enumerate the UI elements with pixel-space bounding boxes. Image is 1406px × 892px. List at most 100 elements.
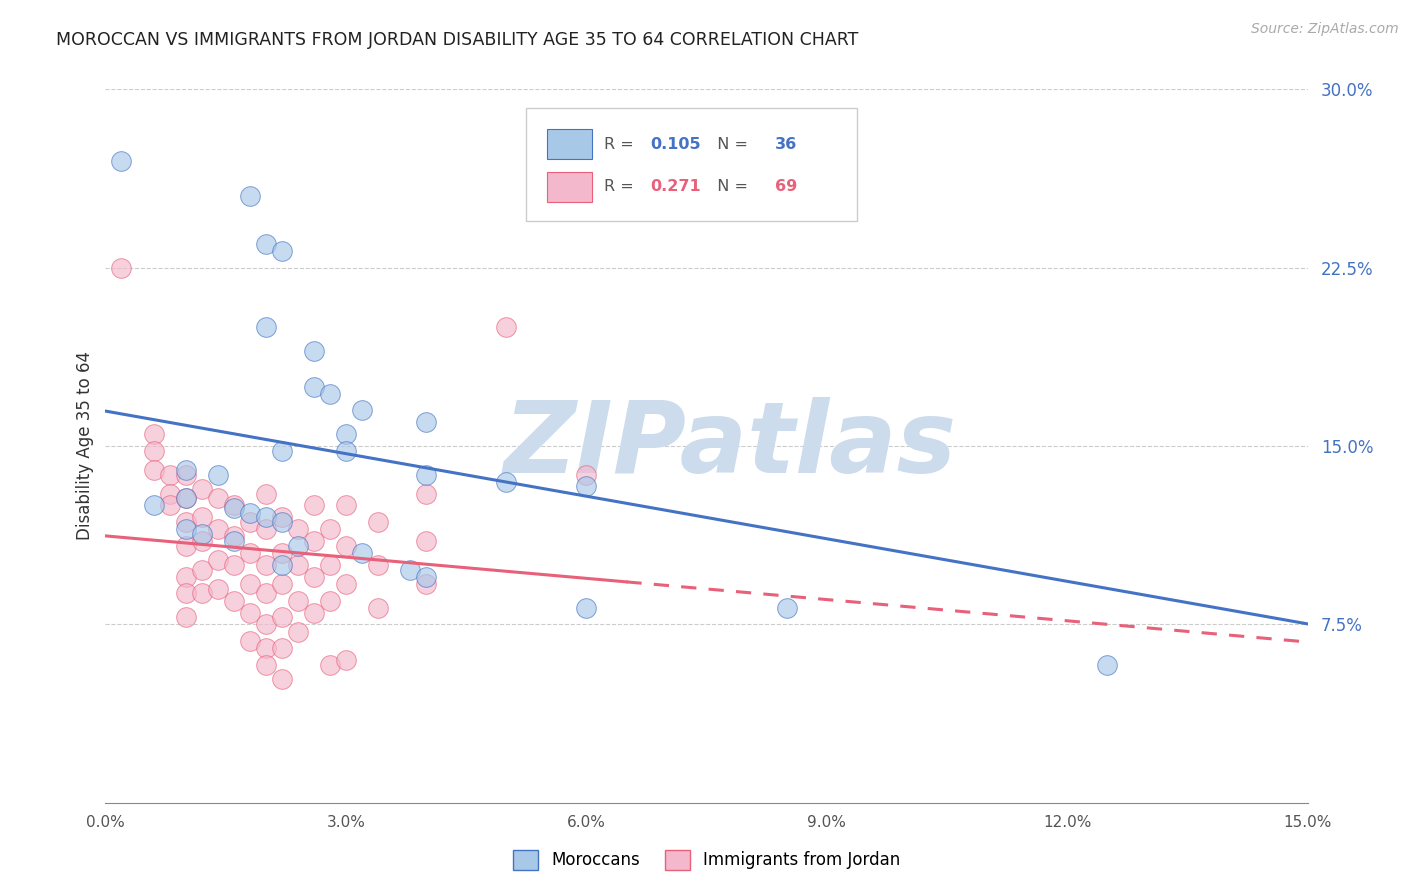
Bar: [547, 129, 592, 159]
Point: [207, 582, 229, 596]
Point: [575, 600, 598, 615]
Point: [270, 443, 292, 458]
Point: [174, 515, 197, 529]
Point: [319, 593, 342, 607]
Point: [270, 672, 292, 686]
Point: [174, 467, 197, 482]
Point: [350, 546, 373, 560]
Point: [319, 558, 342, 572]
Point: [270, 610, 292, 624]
Point: [110, 260, 132, 275]
Point: [222, 558, 245, 572]
Point: [174, 610, 197, 624]
Text: 69: 69: [775, 179, 797, 194]
Point: [575, 467, 598, 482]
Point: [207, 491, 229, 506]
Point: [222, 534, 245, 549]
Legend: Moroccans, Immigrants from Jordan: Moroccans, Immigrants from Jordan: [506, 843, 907, 877]
Point: [270, 641, 292, 656]
Point: [1097, 657, 1119, 672]
Point: [270, 546, 292, 560]
Point: [159, 467, 181, 482]
Point: [254, 236, 277, 251]
Point: [254, 320, 277, 334]
Text: 0.105: 0.105: [650, 136, 700, 152]
Point: [302, 499, 325, 513]
Point: [254, 641, 277, 656]
Bar: [547, 172, 592, 202]
Point: [319, 657, 342, 672]
Point: [287, 624, 309, 639]
Point: [287, 593, 309, 607]
Point: [142, 443, 165, 458]
Point: [174, 491, 197, 506]
Point: [222, 499, 245, 513]
Point: [142, 499, 165, 513]
Point: [239, 577, 262, 591]
Point: [302, 534, 325, 549]
Point: [287, 539, 309, 553]
Point: [110, 153, 132, 168]
Point: [254, 558, 277, 572]
Point: [239, 606, 262, 620]
FancyBboxPatch shape: [526, 109, 856, 221]
Point: [254, 522, 277, 536]
Point: [190, 482, 212, 496]
Point: [254, 657, 277, 672]
Point: [142, 427, 165, 442]
Point: [415, 467, 437, 482]
Point: [415, 577, 437, 591]
Point: [335, 653, 357, 667]
Point: [239, 546, 262, 560]
Point: [270, 244, 292, 258]
Point: [239, 506, 262, 520]
Point: [302, 343, 325, 358]
Point: [367, 600, 389, 615]
Point: [287, 522, 309, 536]
Point: [319, 386, 342, 401]
Point: [287, 558, 309, 572]
Text: R =: R =: [605, 179, 640, 194]
Point: [174, 491, 197, 506]
Point: [190, 563, 212, 577]
Point: [270, 558, 292, 572]
Point: [159, 486, 181, 500]
Text: Source: ZipAtlas.com: Source: ZipAtlas.com: [1251, 22, 1399, 37]
Text: R =: R =: [605, 136, 640, 152]
Point: [174, 463, 197, 477]
Point: [254, 486, 277, 500]
Point: [335, 577, 357, 591]
Point: [302, 379, 325, 393]
Point: [222, 593, 245, 607]
Point: [399, 563, 422, 577]
Point: [207, 467, 229, 482]
Point: [239, 515, 262, 529]
Point: [254, 586, 277, 600]
Text: 0.271: 0.271: [650, 179, 700, 194]
Point: [270, 577, 292, 591]
Point: [495, 320, 517, 334]
Point: [350, 403, 373, 417]
Text: N =: N =: [707, 136, 752, 152]
Point: [190, 534, 212, 549]
Text: MOROCCAN VS IMMIGRANTS FROM JORDAN DISABILITY AGE 35 TO 64 CORRELATION CHART: MOROCCAN VS IMMIGRANTS FROM JORDAN DISAB…: [56, 31, 859, 49]
Point: [239, 634, 262, 648]
Point: [239, 189, 262, 203]
Point: [207, 553, 229, 567]
Point: [319, 522, 342, 536]
Text: 36: 36: [775, 136, 797, 152]
Point: [415, 415, 437, 429]
Point: [207, 522, 229, 536]
Point: [190, 527, 212, 541]
Point: [254, 617, 277, 632]
Point: [335, 499, 357, 513]
Point: [302, 570, 325, 584]
Point: [776, 600, 799, 615]
Point: [174, 586, 197, 600]
Point: [270, 515, 292, 529]
Point: [335, 443, 357, 458]
Point: [415, 534, 437, 549]
Point: [270, 510, 292, 524]
Point: [222, 529, 245, 543]
Point: [495, 475, 517, 489]
